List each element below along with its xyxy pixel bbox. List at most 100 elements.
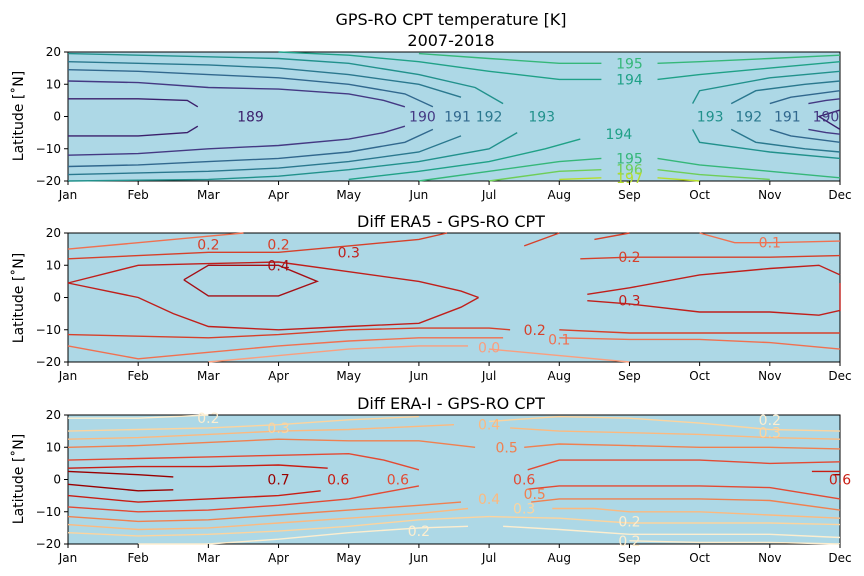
contour-line bbox=[527, 459, 841, 471]
contour-line bbox=[68, 414, 209, 419]
contour-label: 0.2 bbox=[759, 413, 781, 429]
contour-line bbox=[587, 283, 841, 316]
contour-label: 0.3 bbox=[338, 245, 360, 261]
panel-1-title: GPS-RO CPT temperature [K] bbox=[335, 10, 566, 29]
y-tick-label: −20 bbox=[36, 355, 61, 369]
contour-line bbox=[67, 415, 419, 432]
contour-line bbox=[808, 98, 841, 105]
contour-line bbox=[67, 69, 434, 108]
contour-line bbox=[769, 90, 841, 105]
contour-label: 0.7 bbox=[267, 473, 289, 489]
contour-line bbox=[503, 525, 841, 539]
contour-line bbox=[278, 51, 602, 81]
y-tick-label: 0 bbox=[53, 473, 61, 487]
contour-label: 195 bbox=[616, 56, 643, 72]
contour-line bbox=[559, 337, 841, 350]
contour-line bbox=[730, 80, 841, 105]
x-tick-label: Dec bbox=[828, 551, 851, 565]
contour-line bbox=[67, 125, 406, 156]
panel-3-plot-area bbox=[67, 414, 841, 545]
contour-line bbox=[691, 129, 841, 160]
x-tick-label: Oct bbox=[689, 551, 710, 565]
x-tick-label: Apr bbox=[268, 369, 289, 383]
contour-line bbox=[68, 98, 199, 108]
contour-line bbox=[527, 485, 841, 500]
contour-line bbox=[594, 232, 630, 241]
contour-line bbox=[67, 128, 434, 168]
contour-line bbox=[657, 157, 841, 179]
contour-line bbox=[580, 254, 841, 260]
panel-2-contour-labels: 0.2 0.20.30.40.20.10.30.20.10.0 bbox=[197, 236, 781, 357]
x-tick-label: Nov bbox=[758, 551, 781, 565]
x-tick-label: Oct bbox=[689, 369, 710, 383]
contour-label: 193 bbox=[528, 110, 555, 126]
contour-line bbox=[418, 157, 602, 182]
panel-2-contour-lines bbox=[67, 232, 841, 363]
x-tick-label: Mar bbox=[197, 188, 220, 202]
contour-label: 189 bbox=[237, 110, 264, 126]
contour-line bbox=[559, 329, 840, 334]
contour-line bbox=[67, 507, 469, 531]
contour-line bbox=[657, 54, 841, 64]
x-tick-label: Aug bbox=[548, 551, 571, 565]
contour-line bbox=[657, 61, 841, 81]
contour-label: 0.2 bbox=[618, 514, 640, 530]
x-tick-label: Mar bbox=[197, 369, 220, 383]
contour-line bbox=[699, 232, 841, 244]
contour-label: 0.4 bbox=[478, 418, 500, 434]
panel-1-axes: Jan Feb Mar Apr May Jun Jul Aug Sep Oct Nov Dec 20 10… bbox=[36, 45, 852, 202]
contour-label: 190 bbox=[409, 110, 436, 126]
x-tick-label: Nov bbox=[758, 369, 781, 383]
contour-line bbox=[510, 427, 841, 440]
contour-line bbox=[769, 128, 841, 143]
contour-line bbox=[489, 515, 841, 526]
contour-line bbox=[67, 282, 479, 331]
contour-line bbox=[559, 177, 602, 181]
x-tick-label: Mar bbox=[197, 551, 220, 565]
x-tick-label: Sep bbox=[618, 369, 641, 383]
contour-line bbox=[208, 345, 468, 363]
contour-line bbox=[68, 125, 199, 137]
contour-line bbox=[587, 264, 841, 295]
contour-label: 0.2 bbox=[408, 524, 430, 540]
x-tick-label: Jul bbox=[481, 188, 496, 202]
y-tick-label: 20 bbox=[46, 45, 61, 59]
contour-line bbox=[67, 80, 406, 108]
contour-line bbox=[808, 128, 841, 135]
panel-1-ylabel: Latitude [˚N] bbox=[10, 71, 27, 161]
contour-label: 0.6 bbox=[327, 473, 349, 489]
y-tick-label: 10 bbox=[46, 258, 61, 272]
contour-label: 0.6 bbox=[387, 473, 409, 489]
panel-2-plot-area bbox=[67, 232, 841, 363]
contour-line bbox=[67, 470, 174, 478]
contour-line bbox=[67, 232, 244, 250]
contour-line bbox=[418, 52, 602, 64]
panel-era5-diff: Diff ERA5 - GPS-RO CPT Latitude [˚N] 0.2… bbox=[10, 212, 852, 383]
contour-line bbox=[67, 501, 462, 523]
contour-line bbox=[489, 415, 841, 432]
contour-label: 194 bbox=[606, 127, 633, 143]
x-tick-label: May bbox=[336, 188, 361, 202]
x-tick-label: Jan bbox=[58, 369, 78, 383]
contour-line bbox=[67, 327, 511, 339]
x-tick-label: Jan bbox=[58, 551, 78, 565]
panel-3-ylabel: Latitude [˚N] bbox=[10, 434, 27, 524]
contour-line bbox=[524, 443, 841, 450]
contour-line bbox=[67, 135, 462, 176]
contour-label: 195 bbox=[616, 151, 643, 167]
x-tick-label: Jul bbox=[481, 551, 496, 565]
contour-label: 196 bbox=[616, 163, 643, 179]
contour-label: 191 bbox=[774, 110, 801, 126]
contour-label: 0.2 bbox=[618, 534, 640, 550]
x-tick-label: Feb bbox=[128, 551, 149, 565]
y-tick-label: −10 bbox=[36, 505, 61, 519]
contour-line bbox=[489, 348, 630, 363]
contour-label: 0.5 bbox=[496, 440, 518, 456]
contour-line bbox=[67, 261, 479, 299]
contour-line bbox=[657, 177, 700, 182]
y-tick-label: −10 bbox=[36, 142, 61, 156]
y-tick-label: 10 bbox=[46, 440, 61, 454]
contour-label: 0.2 bbox=[267, 237, 289, 253]
contour-line bbox=[691, 70, 841, 104]
